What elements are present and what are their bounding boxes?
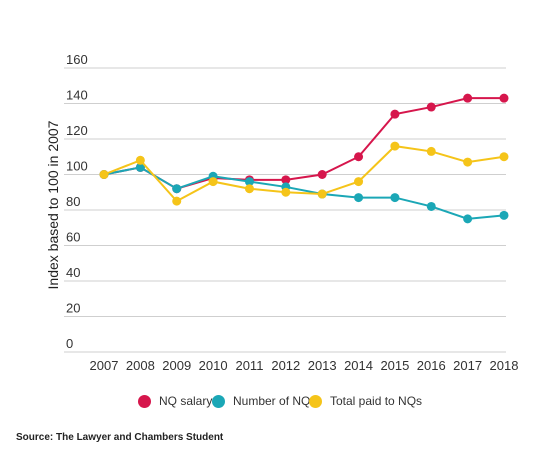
data-point bbox=[354, 152, 364, 162]
data-point bbox=[390, 193, 400, 203]
y-tick-label: 120 bbox=[66, 123, 88, 138]
data-point bbox=[281, 175, 291, 185]
y-tick-label: 100 bbox=[66, 159, 88, 174]
data-point bbox=[354, 193, 364, 203]
data-point bbox=[317, 189, 327, 199]
x-tick-label: 2008 bbox=[126, 358, 155, 373]
data-point bbox=[463, 214, 473, 224]
y-tick-label: 60 bbox=[66, 230, 80, 245]
x-tick-label: 2007 bbox=[90, 358, 119, 373]
x-tick-label: 2014 bbox=[344, 358, 373, 373]
x-tick-label: 2010 bbox=[199, 358, 228, 373]
data-point bbox=[172, 184, 182, 194]
legend-item-total-paid: Total paid to NQs bbox=[309, 394, 422, 408]
y-axis-label: Index based to 100 in 2007 bbox=[45, 120, 61, 289]
data-point bbox=[244, 177, 254, 187]
x-tick-label: 2011 bbox=[235, 358, 263, 373]
data-point bbox=[426, 102, 436, 112]
data-point bbox=[390, 109, 400, 119]
data-point bbox=[99, 170, 109, 179]
y-tick-label: 40 bbox=[66, 265, 80, 280]
legend-dot-icon bbox=[138, 394, 151, 408]
data-point bbox=[317, 170, 327, 179]
y-tick-label: 160 bbox=[66, 52, 88, 67]
x-tick-label: 2017 bbox=[453, 358, 482, 373]
x-tick-label: 2016 bbox=[417, 358, 446, 373]
series-lines bbox=[99, 93, 509, 224]
series-line bbox=[103, 145, 505, 203]
data-point bbox=[244, 184, 254, 194]
source-note: Source: The Lawyer and Chambers Student bbox=[16, 432, 224, 443]
x-tick-label: 2015 bbox=[380, 358, 409, 373]
data-point bbox=[354, 177, 364, 187]
legend-dot-icon bbox=[309, 394, 322, 408]
x-tick-labels: 2007 2008 2009 2010 2011 2012 2013 2014 2015 2016… bbox=[90, 358, 519, 373]
legend-dot-icon bbox=[212, 394, 225, 408]
x-tick-label: 2018 bbox=[490, 358, 519, 373]
series-2 bbox=[99, 141, 509, 206]
data-point bbox=[208, 177, 218, 187]
y-tick-label: 140 bbox=[66, 88, 88, 103]
legend: NQ salary Number of NQs Total paid to NQ… bbox=[0, 394, 550, 414]
data-point bbox=[499, 93, 509, 103]
data-point bbox=[390, 141, 400, 151]
x-tick-label: 2012 bbox=[271, 358, 300, 373]
data-point bbox=[426, 201, 436, 211]
legend-item-number-of-nqs: Number of NQs bbox=[212, 394, 316, 408]
y-tick-label: 80 bbox=[66, 194, 80, 209]
legend-label: Number of NQs bbox=[233, 394, 317, 408]
data-point bbox=[426, 146, 436, 156]
x-tick-label: 2009 bbox=[162, 358, 191, 373]
y-tick-label: 0 bbox=[66, 336, 73, 351]
legend-label: NQ salary bbox=[159, 394, 213, 408]
data-point bbox=[499, 152, 509, 162]
data-point bbox=[281, 187, 291, 197]
data-point bbox=[499, 210, 509, 220]
data-point bbox=[135, 155, 145, 165]
y-tick-labels: 0 20 40 60 80 100 120 140 160 bbox=[66, 52, 88, 351]
data-point bbox=[172, 196, 182, 206]
series-line bbox=[103, 166, 505, 220]
data-point bbox=[135, 162, 145, 172]
x-tick-label: 2013 bbox=[308, 358, 337, 373]
data-point bbox=[463, 93, 473, 103]
legend-label: Total paid to NQs bbox=[330, 394, 423, 408]
data-point bbox=[463, 157, 473, 167]
y-tick-label: 20 bbox=[66, 301, 80, 316]
series-line bbox=[103, 97, 504, 190]
legend-item-nq-salary: NQ salary bbox=[138, 394, 212, 408]
gridlines bbox=[64, 67, 506, 353]
